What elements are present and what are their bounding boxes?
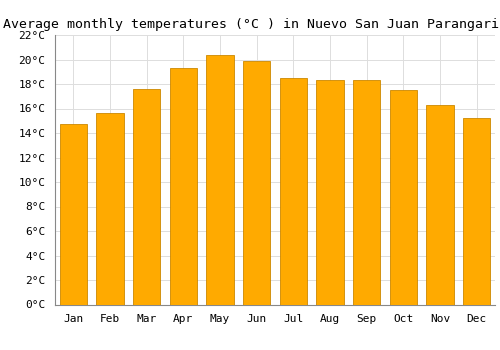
Bar — [463, 118, 490, 304]
Bar — [316, 80, 344, 304]
Bar — [170, 68, 197, 304]
Bar — [133, 89, 160, 304]
Bar — [60, 125, 87, 304]
Bar — [280, 78, 307, 304]
Bar — [353, 80, 380, 304]
Bar — [96, 113, 124, 304]
Title: Average monthly temperatures (°C ) in Nuevo San Juan Parangaricutiro: Average monthly temperatures (°C ) in Nu… — [3, 18, 500, 31]
Bar — [243, 61, 270, 304]
Bar — [426, 105, 454, 304]
Bar — [206, 55, 234, 304]
Bar — [390, 90, 417, 304]
